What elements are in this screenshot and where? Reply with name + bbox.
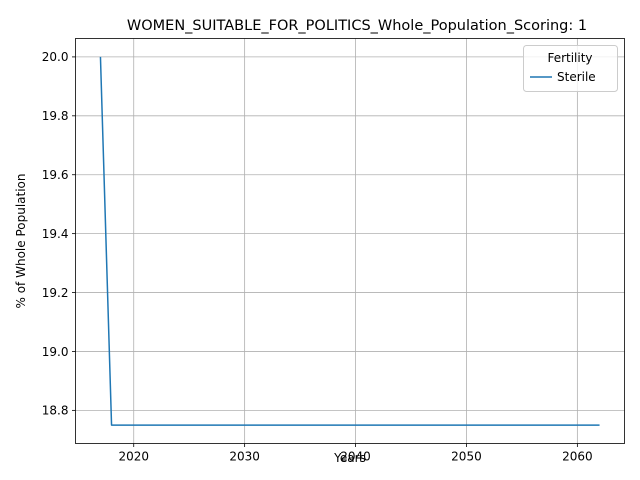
x-axis-label: Years (333, 451, 366, 465)
y-tick-label: 20.0 (42, 50, 69, 64)
y-tick-label: 19.4 (42, 227, 69, 241)
legend: Fertility Sterile (523, 45, 618, 92)
y-tick-label: 18.8 (42, 404, 69, 418)
y-tick-label: 19.8 (42, 109, 69, 123)
y-tick-label: 19.6 (42, 168, 69, 182)
x-tick-label: 2060 (562, 450, 593, 464)
x-tick-label: 2040 (340, 450, 371, 464)
legend-box (523, 45, 618, 92)
x-axis-ticks: 2020 2030 2040 2050 2060 (118, 443, 593, 464)
y-axis-label: % of Whole Population (14, 174, 28, 309)
y-tick-label: 19.0 (42, 345, 69, 359)
x-tick-label: 2020 (118, 450, 149, 464)
series-layer (99, 56, 600, 426)
series-line-sterile (99, 56, 600, 426)
legend-entry-label: Sterile (557, 70, 596, 84)
x-tick-label: 2030 (229, 450, 260, 464)
y-tick-label: 19.2 (42, 286, 69, 300)
x-tick-label: 2050 (451, 450, 482, 464)
chart-title: WOMEN_SUITABLE_FOR_POLITICS_Whole_Popula… (127, 18, 587, 34)
y-axis-ticks: 18.8 19.0 19.2 19.4 19.6 19.8 20.0 (42, 50, 76, 418)
legend-title: Fertility (547, 51, 592, 65)
grid (75, 38, 625, 444)
plot-frame (75, 38, 625, 444)
